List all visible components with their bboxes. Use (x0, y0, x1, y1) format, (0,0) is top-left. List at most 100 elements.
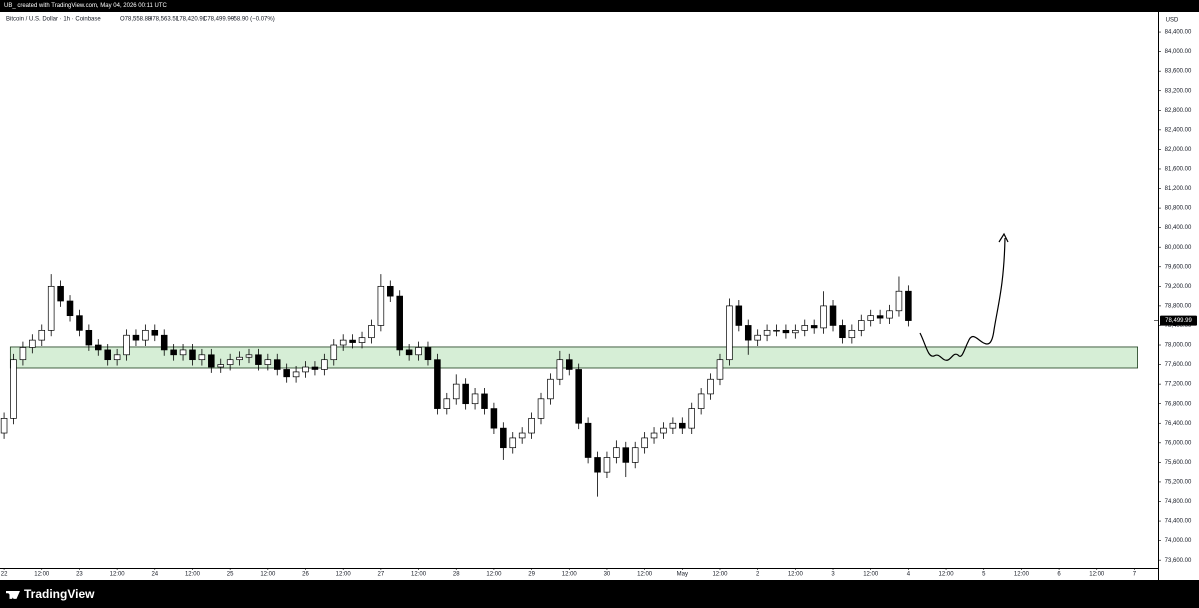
candle-body (132, 334, 140, 341)
x-tick-label: May (677, 572, 688, 578)
candle-body (763, 329, 771, 336)
brand-name: TradingView (24, 587, 95, 601)
candle-body (754, 334, 761, 341)
candle-body (820, 305, 827, 329)
x-tick-label: 12:00 (260, 572, 276, 578)
candle-body (575, 369, 582, 424)
x-tick-label: 12:00 (34, 572, 50, 578)
candle-body (773, 329, 780, 332)
price-label: 78,499.99 (1165, 318, 1192, 324)
x-tick-label: 12:00 (788, 572, 804, 578)
candle-body (509, 437, 517, 449)
candle-body (688, 408, 695, 429)
candle-body (104, 349, 111, 361)
candle-body (641, 437, 648, 449)
x-tick-label: 12:00 (1014, 572, 1030, 578)
candle-body (189, 349, 196, 361)
x-tick-label: 5 (982, 572, 986, 578)
candle-body (500, 427, 507, 449)
candle-body (829, 305, 837, 326)
candle-body (471, 393, 479, 405)
x-tick-label: 12:00 (712, 572, 728, 578)
x-tick-label: 12:00 (185, 572, 201, 578)
x-tick-label: 12:00 (411, 572, 427, 578)
candle-body (160, 334, 168, 351)
legend-high: H78,563.51 (148, 17, 180, 23)
candle-body (226, 359, 234, 365)
y-tick-label: 76,000.00 (1165, 440, 1192, 446)
y-tick-label: 76,400.00 (1165, 421, 1192, 427)
candle-body (594, 457, 601, 473)
candle-body (848, 329, 856, 339)
legend-symbol: Bitcoin / U.S. Dollar · 1h · Coinbase (6, 17, 101, 23)
legend-change: −58.90 (−0.07%) (230, 17, 275, 23)
y-tick-label: 74,000.00 (1165, 538, 1192, 544)
x-tick-label: 30 (604, 572, 611, 578)
candle-body (142, 329, 149, 341)
y-tick-label: 79,600.00 (1165, 264, 1192, 270)
candle-body (518, 432, 526, 439)
candle-body (735, 305, 743, 326)
y-tick-label: 80,400.00 (1165, 225, 1192, 231)
x-tick-label: 24 (151, 572, 158, 578)
candle-body (95, 344, 102, 351)
candle-body (387, 285, 394, 297)
x-tick-label: 12:00 (863, 572, 879, 578)
y-tick-label: 80,800.00 (1165, 206, 1192, 212)
candle-body (462, 383, 469, 405)
candle-body (47, 285, 55, 331)
y-tick-label: 74,800.00 (1165, 499, 1192, 505)
legend: Bitcoin / U.S. Dollar · 1h · Coinbase O7… (6, 17, 275, 23)
x-tick-label: 7 (1133, 572, 1137, 578)
y-tick-label: 74,400.00 (1165, 519, 1192, 525)
candle-body (547, 378, 554, 400)
candle-body (245, 354, 253, 358)
y-tick-label: 82,000.00 (1165, 147, 1192, 153)
y-tick-label: 78,000.00 (1165, 343, 1192, 349)
y-tick-label: 77,600.00 (1165, 362, 1192, 368)
projection-drawing (919, 232, 1009, 361)
candle-body (113, 354, 121, 361)
y-tick-label: 81,200.00 (1165, 186, 1192, 192)
x-tick-label: 6 (1057, 572, 1061, 578)
y-tick-label: 84,400.00 (1165, 30, 1192, 36)
y-tick-label: 79,200.00 (1165, 284, 1192, 290)
y-tick-label: 75,200.00 (1165, 480, 1192, 486)
candle-body (584, 422, 592, 458)
x-tick-label: 12:00 (562, 572, 578, 578)
candle-body (858, 320, 865, 331)
candle-body (886, 310, 893, 319)
candle-body (631, 447, 639, 463)
candle-body (716, 359, 724, 380)
candle-body (537, 398, 545, 419)
brand-bar: TradingView (0, 580, 1199, 608)
candle-body (283, 369, 290, 378)
candle-body (443, 398, 451, 409)
y-tick-label: 83,600.00 (1165, 69, 1192, 75)
candle-body (679, 422, 686, 429)
candle-body (0, 418, 8, 434)
candle-body (236, 356, 243, 361)
y-tick-label: 84,000.00 (1165, 49, 1192, 55)
y-tick-label: 82,800.00 (1165, 108, 1192, 114)
candle-body (867, 315, 874, 321)
candle-body (321, 359, 328, 370)
candle-body (405, 349, 413, 356)
candle-body (377, 285, 385, 326)
x-tick-label: 12:00 (939, 572, 955, 578)
candle-body (744, 325, 752, 341)
candle-body (10, 359, 17, 419)
candle-body (217, 364, 225, 368)
candle-body (613, 447, 620, 458)
candle-body (895, 290, 903, 312)
candle-body (490, 408, 498, 429)
candle-body (330, 344, 338, 361)
candle-body (396, 295, 403, 351)
candle-body (528, 418, 535, 434)
candle-body (85, 329, 93, 346)
candle-body (876, 315, 884, 319)
candle-body (603, 457, 611, 473)
x-tick-label: 12:00 (486, 572, 502, 578)
brand-logo (6, 590, 20, 599)
x-tick-label: 29 (528, 572, 535, 578)
